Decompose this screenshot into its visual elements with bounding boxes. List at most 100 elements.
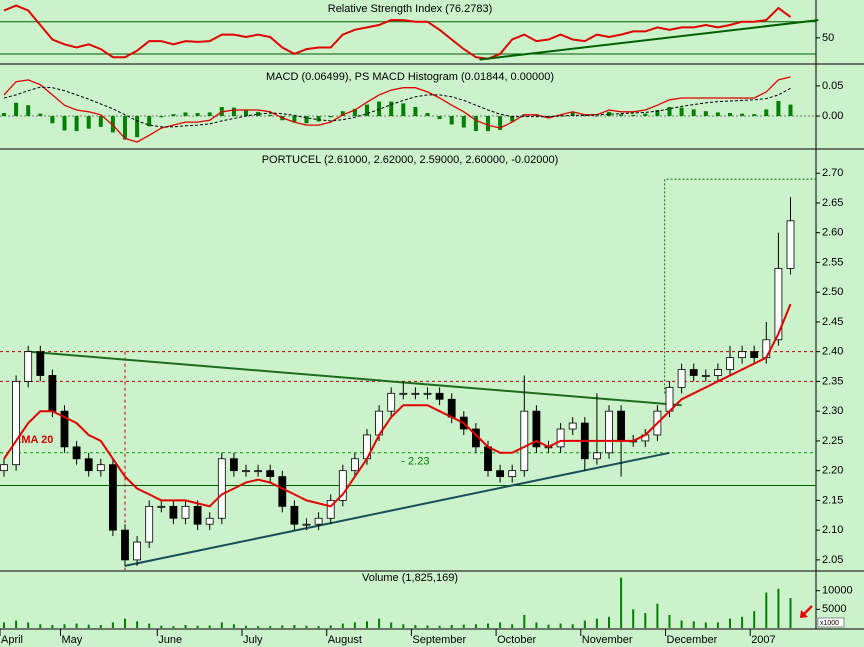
histogram-bar	[389, 101, 394, 117]
histogram-bar	[231, 107, 236, 117]
volume-bar	[257, 626, 260, 628]
volume-bar	[559, 623, 562, 628]
volume-bar	[535, 622, 538, 628]
y-tick-label: 2.05	[822, 554, 843, 566]
volume-bar	[51, 625, 54, 628]
volume-bar	[511, 624, 514, 628]
volume-bar	[753, 611, 756, 628]
candle-body	[109, 464, 117, 531]
histogram-bar	[607, 111, 611, 117]
volume-bar	[487, 623, 489, 628]
candle-body	[350, 458, 359, 472]
candle-body	[689, 369, 698, 376]
volume-bar	[305, 625, 308, 628]
histogram-bar	[98, 116, 103, 127]
histogram-bar	[752, 114, 757, 117]
volume-bar	[438, 625, 441, 628]
candle-body	[145, 505, 154, 543]
candle-body	[12, 381, 21, 466]
histogram-bar	[365, 104, 369, 117]
macd-line	[3, 76, 791, 143]
histogram-bar	[74, 116, 79, 132]
ema-line	[3, 303, 792, 508]
candle-body	[0, 464, 8, 472]
candle-body	[48, 375, 57, 412]
candle-body	[726, 357, 734, 370]
histogram-bar	[292, 116, 297, 123]
volume-bar	[583, 620, 586, 628]
histogram-bar	[764, 109, 769, 117]
y-tick-label: 2.45	[822, 316, 843, 328]
volume-bar	[716, 622, 719, 628]
histogram-bar	[159, 116, 164, 118]
candle-body	[60, 410, 69, 448]
histogram-bar	[256, 111, 261, 117]
volume-bar	[99, 625, 102, 628]
histogram-bar	[86, 116, 91, 129]
macd-line	[3, 86, 791, 128]
volume-bar	[680, 620, 683, 628]
y-tick-label: 2.20	[822, 465, 843, 477]
y-tick-label: 2.30	[822, 405, 843, 417]
volume-bar	[39, 624, 42, 628]
y-tick-label: 2.60	[822, 227, 843, 239]
y-tick-label: 2.50	[822, 286, 843, 298]
x-tick-label: November	[582, 634, 633, 646]
candle-body	[423, 392, 432, 395]
x-tick-label: May	[62, 634, 83, 646]
volume-bar	[474, 624, 477, 628]
macd-title: MACD (0.06499), PS MACD Histogram (0.018…	[266, 71, 554, 83]
candle-body	[266, 470, 275, 478]
candle-body	[290, 505, 299, 525]
candle-body	[96, 464, 105, 472]
histogram-bar	[147, 116, 152, 127]
volume-bar	[281, 625, 284, 628]
volume-bar	[523, 614, 526, 628]
volume-bar	[462, 624, 465, 628]
histogram-bar	[135, 116, 140, 138]
candle-body	[242, 470, 250, 473]
y-tick-label: 2.15	[822, 494, 843, 506]
histogram-bar	[110, 116, 115, 133]
histogram-bar	[679, 107, 684, 117]
rsi-title: Relative Strength Index (76.2783)	[328, 3, 493, 15]
histogram-bar	[123, 116, 127, 140]
volume-bar	[172, 626, 175, 628]
candle-body	[593, 452, 601, 460]
volume-bar	[668, 614, 671, 628]
volume-bar	[15, 620, 18, 628]
volume-bar	[63, 624, 66, 628]
x-tick-label: September	[412, 634, 466, 646]
histogram-bar	[594, 116, 599, 117]
histogram-bar	[570, 112, 575, 117]
volume-bar	[765, 592, 768, 628]
candle-body	[617, 410, 625, 442]
volume-bar	[390, 622, 393, 628]
histogram-bar	[498, 116, 503, 130]
histogram-bar	[207, 112, 212, 117]
histogram-bar	[413, 107, 418, 117]
volume-bar	[3, 622, 5, 628]
candle-body	[399, 392, 408, 395]
histogram-bar	[14, 102, 19, 117]
histogram-bar	[62, 116, 67, 131]
x-tick-label: June	[158, 634, 182, 646]
volume-bar	[741, 616, 744, 628]
volume-bar	[571, 624, 574, 628]
scroll-arrow[interactable]	[800, 605, 813, 618]
candle-body	[508, 470, 517, 478]
candle-body	[217, 458, 226, 519]
histogram-bar	[437, 116, 442, 120]
volume-title: Volume (1,825,169)	[362, 572, 458, 584]
volume-bar	[402, 624, 405, 628]
candle-body	[72, 446, 81, 460]
histogram-bar	[401, 103, 406, 117]
volume-bar	[656, 603, 659, 628]
candle-body	[338, 470, 347, 501]
candle-body	[205, 517, 214, 525]
histogram-bar	[2, 113, 6, 117]
volume-bar	[692, 621, 695, 628]
histogram-bar	[728, 113, 732, 117]
volume-bar	[124, 618, 126, 628]
